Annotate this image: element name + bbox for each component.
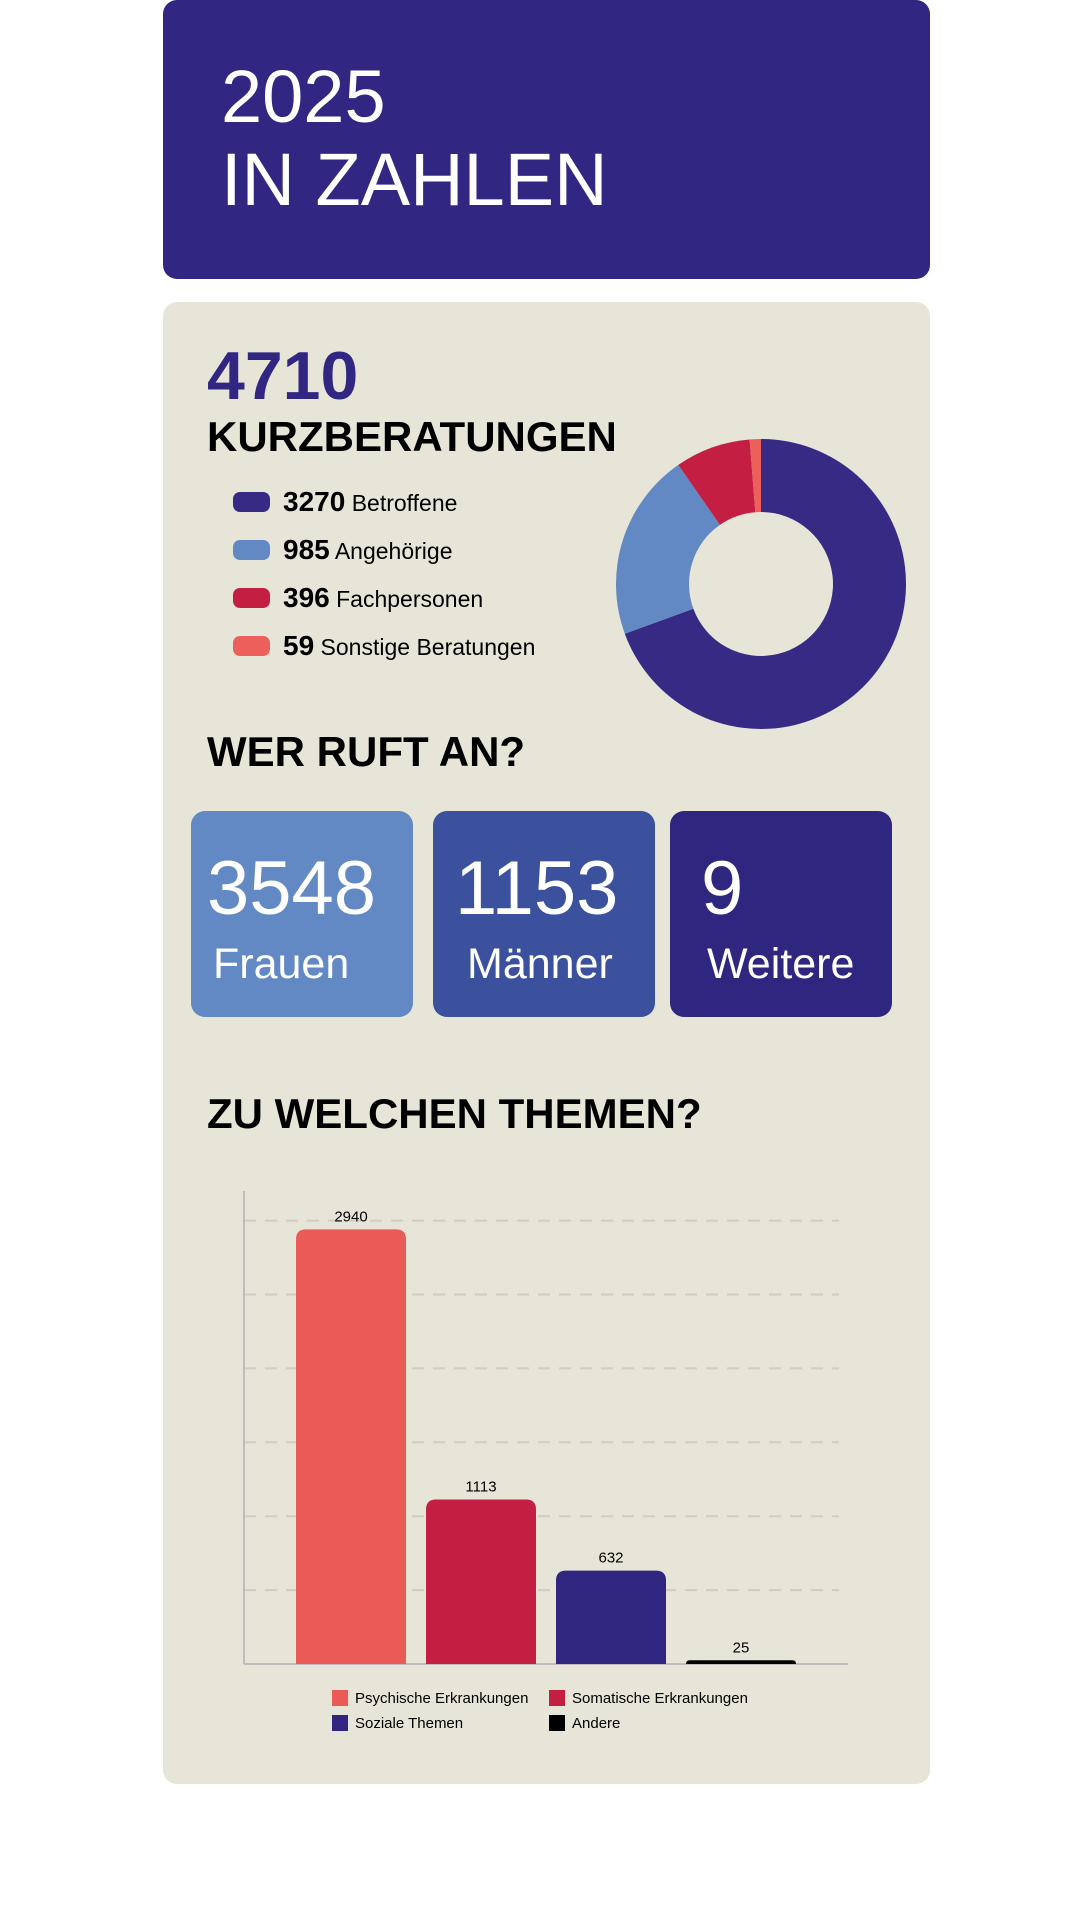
legend-swatch	[549, 1690, 565, 1706]
legend-label: Betroffene	[352, 490, 458, 516]
legend-value: 59	[283, 630, 314, 661]
caller-label: Weitere	[707, 940, 854, 988]
legend-label: Somatische Erkrankungen	[572, 1690, 748, 1707]
caller-value: 1153	[455, 846, 618, 931]
donut-slice	[616, 464, 720, 634]
value-label: 1113	[465, 1478, 496, 1495]
value-label: 2940	[334, 1208, 367, 1225]
bar	[296, 1229, 406, 1664]
bar	[556, 1570, 666, 1664]
header-line: IN ZAHLEN	[221, 138, 608, 221]
caller-tile	[191, 811, 413, 1017]
section-title: KURZBERATUNGEN	[207, 413, 617, 460]
donut-slice	[749, 439, 761, 513]
legend-value: 3270	[283, 486, 345, 517]
legend-swatch	[233, 492, 270, 512]
legend-entry: 396 Fachpersonen	[283, 582, 483, 613]
value-label: 25	[733, 1639, 750, 1656]
caller-value: 3548	[207, 846, 376, 931]
legend-swatch	[549, 1715, 565, 1731]
total: 4710	[207, 338, 358, 414]
header-card	[163, 0, 930, 279]
legend-value: 396	[283, 582, 330, 613]
legend-entry: 59 Sonstige Beratungen	[283, 630, 535, 661]
section-title: WER RUFT AN?	[207, 728, 525, 775]
section-title: ZU WELCHEN THEMEN?	[207, 1090, 702, 1137]
caller-tile	[433, 811, 655, 1017]
legend-label: Andere	[572, 1715, 620, 1732]
legend-swatch	[233, 588, 270, 608]
bar	[426, 1499, 536, 1664]
donut-slice	[624, 439, 907, 729]
legend-label: Soziale Themen	[355, 1715, 463, 1732]
caller-label: Frauen	[213, 940, 349, 988]
legend-swatch	[332, 1715, 348, 1731]
legend-label: Psychische Erkrankungen	[355, 1690, 528, 1707]
donut-slice	[678, 439, 756, 525]
caller-value: 9	[701, 846, 743, 931]
legend-swatch	[332, 1690, 348, 1706]
legend-label: Sonstige Beratungen	[321, 634, 536, 660]
legend-label: Angehörige	[335, 538, 453, 564]
bar	[686, 1660, 796, 1664]
legend-swatch	[233, 636, 270, 656]
value-label: 632	[598, 1550, 623, 1567]
caller-label: Männer	[467, 940, 613, 988]
legend-entry: 3270 Betroffene	[283, 486, 457, 517]
caller-tile	[670, 811, 892, 1017]
legend-value: 985	[283, 534, 330, 565]
legend-entry: 985 Angehörige	[283, 534, 453, 565]
legend-swatch	[233, 540, 270, 560]
header-line: 2025	[221, 55, 386, 138]
legend-label: Fachpersonen	[336, 586, 483, 612]
